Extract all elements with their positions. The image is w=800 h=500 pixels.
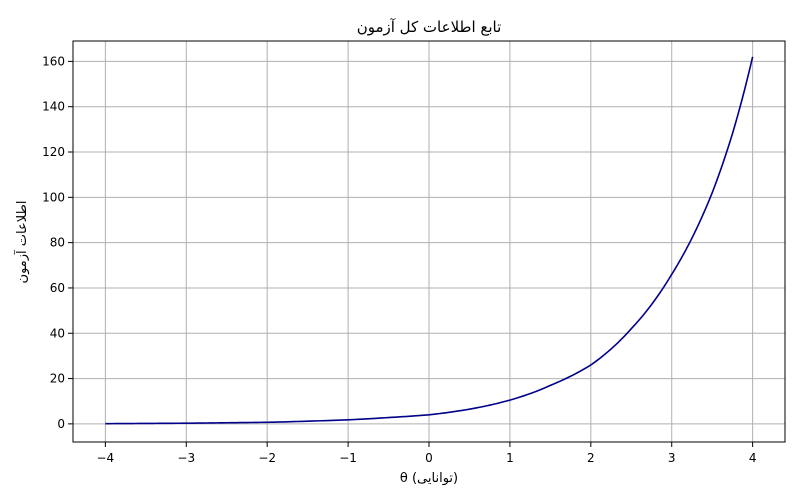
x-axis-label: θ (توانایی)	[400, 471, 458, 486]
y-axis-label: اطلاعات آزمون	[13, 201, 30, 284]
x-tick-label: 0	[425, 451, 433, 465]
y-tick-label: 80	[50, 236, 65, 250]
y-tick-label: 0	[57, 417, 65, 431]
y-tick-label: 40	[50, 326, 65, 340]
y-tick-label: 160	[42, 54, 65, 68]
series-layer	[105, 56, 754, 425]
grid	[73, 41, 785, 442]
x-axis: −4 −3 −2 −1 0 1 2 3 4	[97, 442, 757, 465]
x-tick-label: 3	[668, 451, 676, 465]
y-tick-label: 140	[42, 100, 65, 114]
x-tick-label: −2	[258, 451, 276, 465]
y-axis: 0 20 40 60 80 100 120 140 160	[42, 54, 73, 431]
x-tick-label: 4	[749, 451, 757, 465]
chart-title: تابع اطلاعات کل آزمون	[357, 18, 502, 36]
y-tick-label: 120	[42, 145, 65, 159]
y-tick-label: 20	[50, 372, 65, 386]
x-tick-label: −4	[97, 451, 115, 465]
y-tick-label: 100	[42, 190, 65, 204]
x-tick-label: 2	[587, 451, 595, 465]
y-tick-label: 60	[50, 281, 65, 295]
series-line-0	[105, 56, 754, 425]
x-tick-label: −1	[339, 451, 357, 465]
x-tick-label: −3	[177, 451, 195, 465]
x-tick-label: 1	[506, 451, 514, 465]
